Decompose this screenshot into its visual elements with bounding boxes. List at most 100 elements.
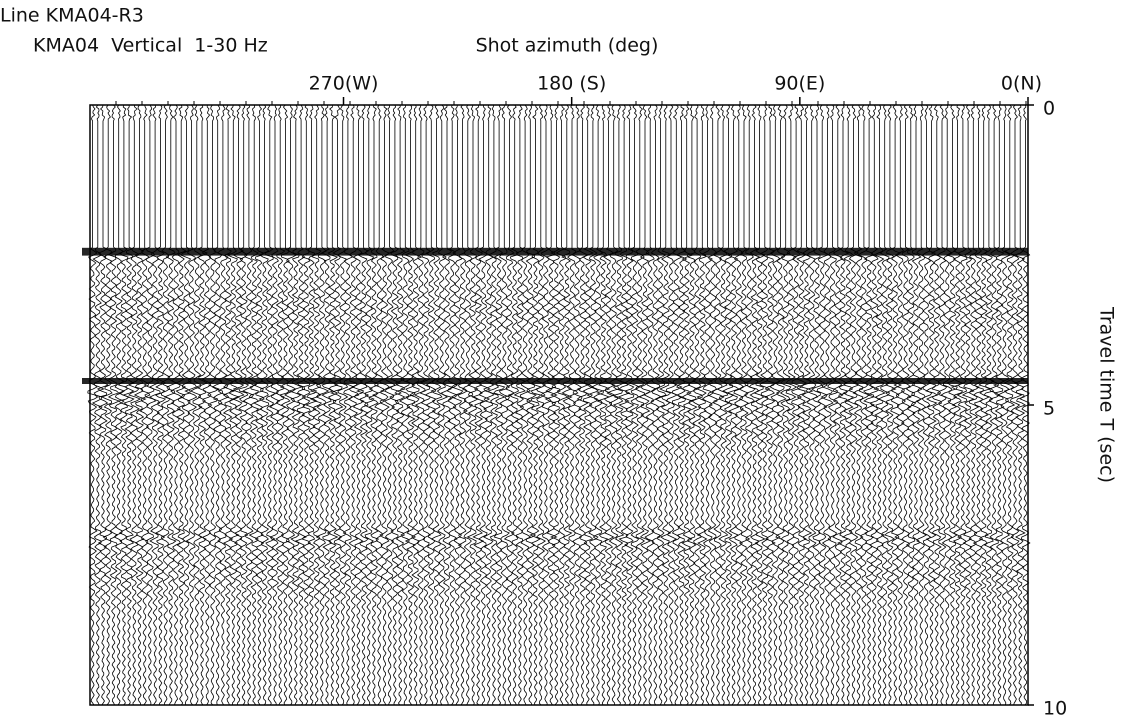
trace — [837, 104, 850, 706]
trace — [940, 104, 953, 706]
trace — [890, 104, 902, 706]
trace — [638, 104, 652, 706]
trace — [561, 104, 573, 706]
trace — [320, 104, 334, 706]
trace — [978, 104, 991, 706]
trace — [179, 104, 192, 706]
trace — [925, 104, 939, 706]
trace — [195, 104, 208, 706]
trace — [691, 104, 703, 706]
trace — [248, 104, 260, 706]
trace — [774, 104, 787, 706]
trace — [873, 104, 886, 706]
trace — [857, 104, 870, 706]
trace — [816, 104, 829, 706]
trace — [409, 104, 423, 706]
trace — [1003, 104, 1016, 706]
trace — [450, 104, 464, 706]
trace — [671, 104, 683, 706]
trace — [628, 104, 641, 706]
y-tick-label: 0 — [1043, 98, 1055, 120]
trace — [623, 104, 635, 706]
trace — [877, 104, 891, 706]
trace — [513, 104, 526, 706]
trace — [264, 104, 276, 706]
y-tick-label: 10 — [1043, 698, 1067, 720]
trace — [305, 104, 318, 706]
trace — [681, 104, 694, 706]
trace — [446, 104, 459, 706]
trace — [466, 104, 479, 706]
trace — [275, 104, 287, 706]
trace — [258, 104, 270, 706]
trace — [503, 104, 515, 706]
trace — [128, 104, 142, 706]
trace — [383, 105, 396, 706]
trace — [804, 104, 819, 706]
trace — [440, 104, 453, 706]
trace — [461, 104, 474, 706]
trace — [716, 104, 730, 706]
trace — [643, 104, 657, 706]
trace — [675, 104, 688, 706]
trace — [972, 104, 984, 706]
trace — [842, 104, 854, 706]
trace — [184, 104, 198, 706]
trace — [900, 104, 912, 706]
trace — [139, 104, 151, 706]
trace — [368, 104, 380, 706]
trace — [170, 104, 183, 706]
trace — [915, 104, 928, 706]
trace — [122, 104, 135, 706]
trace — [356, 104, 370, 706]
trace — [498, 105, 511, 706]
x-axis-label: Shot azimuth (deg) — [476, 35, 659, 57]
trace — [242, 104, 255, 706]
trace — [590, 104, 604, 706]
trace — [231, 104, 245, 706]
trace — [201, 104, 213, 706]
trace — [535, 104, 547, 706]
trace — [525, 104, 537, 706]
trace — [372, 104, 386, 706]
x-tick-label: 180 (S) — [537, 73, 606, 95]
trace — [997, 104, 1011, 706]
trace — [921, 104, 933, 706]
trace — [759, 104, 771, 706]
trace — [820, 104, 834, 706]
trace — [586, 104, 600, 706]
trace — [753, 104, 766, 706]
trace — [763, 104, 776, 706]
trace — [394, 104, 406, 706]
trace — [1009, 104, 1023, 706]
trace — [330, 104, 344, 706]
trace — [884, 104, 897, 706]
trace — [686, 104, 699, 706]
trace — [326, 104, 339, 706]
trace — [222, 104, 236, 706]
trace — [785, 104, 798, 706]
trace — [363, 104, 375, 706]
trace — [107, 104, 121, 706]
trace — [477, 104, 491, 706]
trace — [389, 104, 402, 706]
trace — [269, 104, 281, 706]
trace — [113, 104, 126, 706]
trace — [722, 104, 735, 706]
chart-title: Line KMA04-R3 — [0, 5, 144, 27]
trace — [658, 104, 672, 706]
trace — [160, 104, 172, 706]
trace — [827, 104, 839, 706]
trace — [252, 104, 265, 706]
trace — [576, 104, 589, 706]
y-axis-label: Travel time T (sec) — [1096, 306, 1118, 483]
chart-subtitle: KMA04 Vertical 1-30 Hz — [33, 35, 268, 57]
trace — [650, 104, 663, 706]
trace — [87, 104, 99, 706]
trace — [910, 104, 923, 706]
trace — [596, 104, 611, 706]
trace — [832, 104, 844, 706]
trace — [893, 104, 906, 706]
trace — [936, 104, 948, 706]
